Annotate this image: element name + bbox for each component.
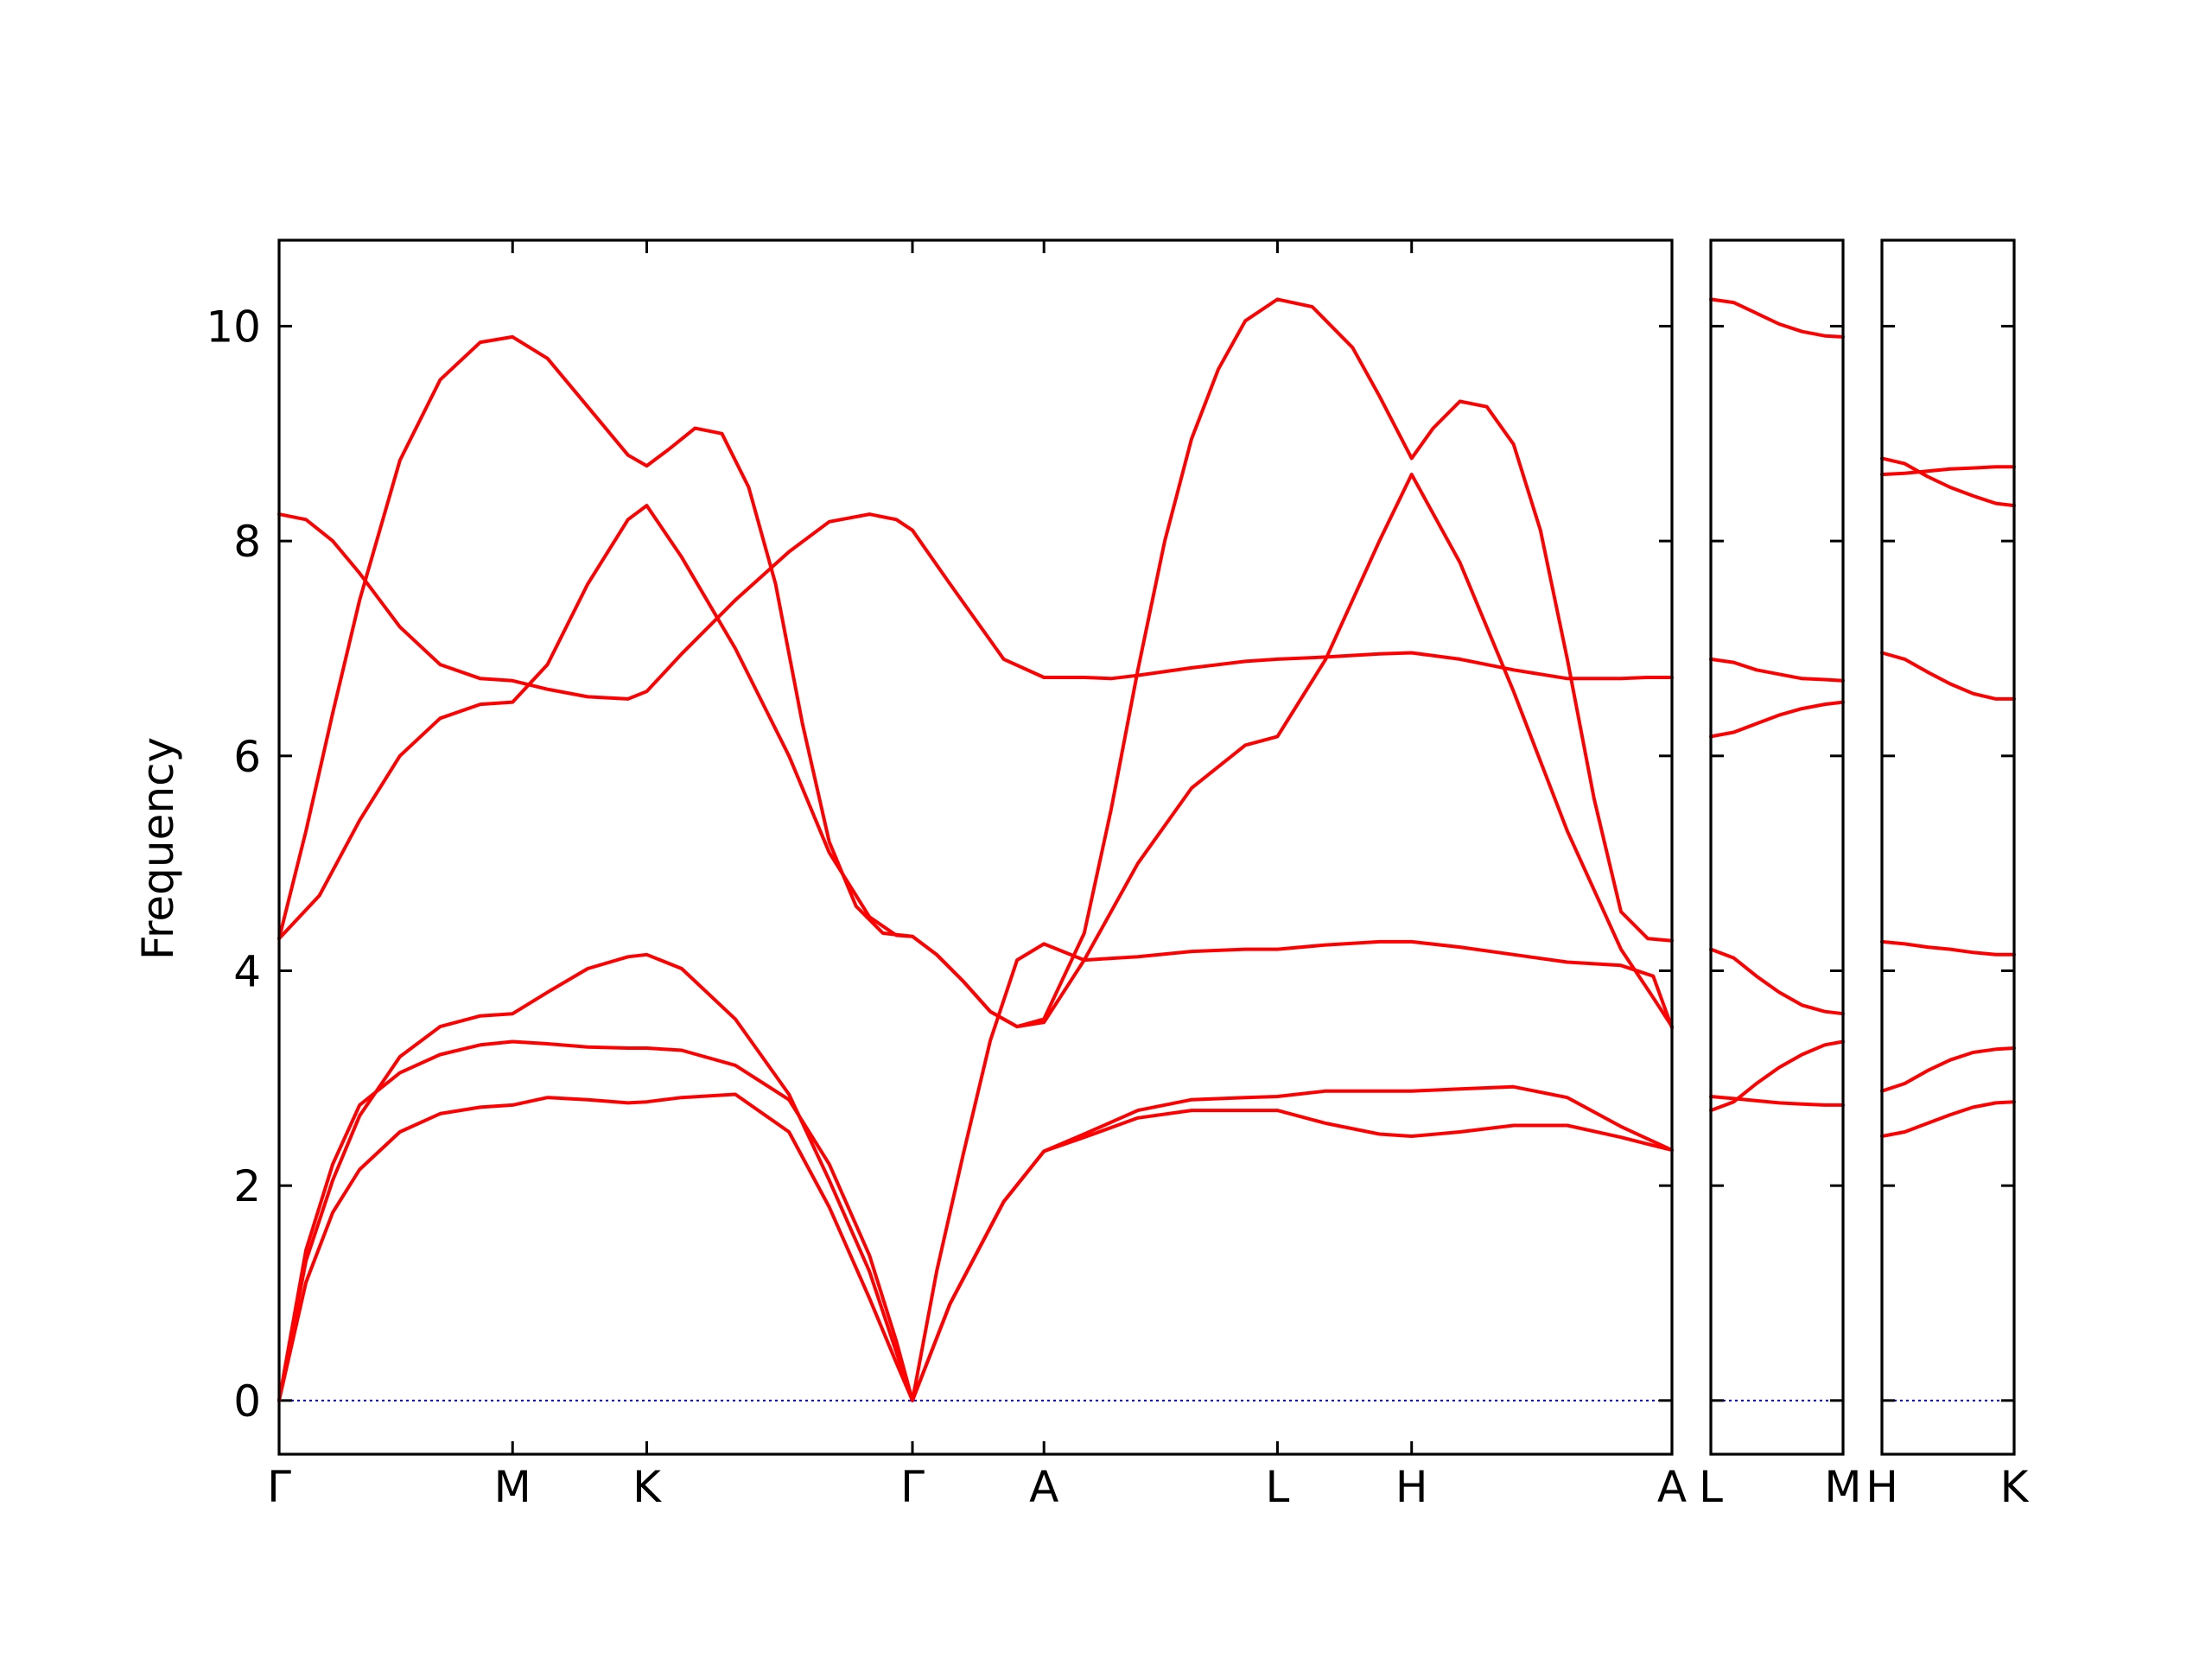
x-tick-label: M <box>1824 1462 1861 1512</box>
x-tick-label: H <box>1866 1462 1898 1512</box>
x-tick-label: K <box>632 1462 662 1512</box>
phonon-band-line <box>277 939 1674 1402</box>
y-tick-label: 8 <box>233 517 261 567</box>
x-tick-label: Γ <box>900 1462 925 1512</box>
phonon-band-line <box>1709 297 1845 339</box>
x-tick-label: L <box>1265 1462 1289 1512</box>
phonon-band-line <box>277 1039 1674 1402</box>
y-axis-label: Frequency <box>133 737 183 960</box>
x-tick-label: A <box>1029 1462 1058 1512</box>
phonon-band-line <box>1709 1095 1845 1107</box>
y-tick-label: 4 <box>233 946 261 996</box>
y-tick-label: 6 <box>233 732 261 782</box>
x-tick-label: L <box>1699 1462 1723 1512</box>
phonon-band-line <box>1709 700 1845 739</box>
phonon-band-line <box>1880 456 2016 508</box>
phonon-band-line <box>1880 1100 2016 1138</box>
phonon-band-line <box>277 297 1674 1029</box>
phonon-band-line <box>1709 657 1845 683</box>
phonon-band-line <box>277 1092 1674 1402</box>
x-tick-label: Γ <box>267 1462 291 1512</box>
y-tick-label: 0 <box>233 1376 261 1427</box>
phonon-band-line <box>277 512 1674 701</box>
phonon-band-line <box>1880 1046 2016 1093</box>
phonon-band-line <box>1709 947 1845 1016</box>
phonon-band-line <box>1880 939 2016 957</box>
plot-frame <box>1880 238 2016 1456</box>
phonon-band-line <box>277 473 1674 1029</box>
plot-frame <box>277 238 1674 1456</box>
y-tick-label: 2 <box>233 1161 261 1211</box>
phonon-band-line <box>1880 465 2016 477</box>
x-tick-label: M <box>494 1462 531 1512</box>
y-tick-label: 10 <box>206 302 261 352</box>
plot-frame <box>1709 238 1845 1456</box>
phonon-band-line <box>1880 651 2016 701</box>
phonon-band-line <box>1709 1039 1845 1113</box>
x-tick-label: H <box>1395 1462 1428 1512</box>
x-tick-label: A <box>1657 1462 1687 1512</box>
x-tick-label: K <box>2000 1462 2030 1512</box>
